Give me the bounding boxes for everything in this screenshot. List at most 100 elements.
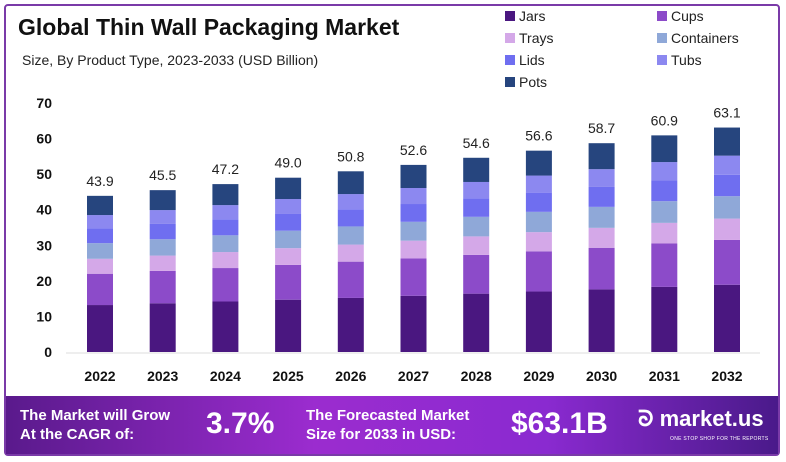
bar-segment-trays — [714, 218, 740, 240]
bar-segment-containers — [400, 221, 427, 241]
cagr-label: The Market will Grow At the CAGR of: — [20, 406, 170, 444]
bar-segment-cups — [651, 243, 678, 287]
legend-item-containers: Containers — [657, 30, 739, 46]
bar-segment-tubs — [337, 194, 364, 210]
bar-segment-cups — [463, 254, 490, 294]
bar-segment-pots — [212, 184, 239, 206]
legend-label: Containers — [671, 30, 739, 46]
bar-segment-trays — [87, 258, 113, 274]
chart-title: Global Thin Wall Packaging Market — [18, 14, 400, 40]
bar-segment-lids — [87, 228, 113, 244]
x-tick-label: 2024 — [210, 368, 241, 384]
bar-segment-trays — [149, 255, 176, 271]
legend-label: Cups — [671, 8, 704, 24]
bar-segment-trays — [212, 252, 239, 269]
forecast-label-line: The Forecasted Market — [306, 407, 470, 424]
bar-segment-pots — [651, 135, 678, 163]
bar-segment-lids — [525, 192, 552, 212]
chart-subtitle: Size, By Product Type, 2023-2033 (USD Bi… — [22, 52, 319, 68]
bar-segment-trays — [275, 248, 302, 265]
y-tick-label: 0 — [44, 344, 52, 360]
bar-segment-containers — [149, 239, 176, 256]
bar-segment-lids — [651, 180, 678, 202]
data-label: 60.9 — [651, 112, 678, 128]
bar-segment-lids — [714, 174, 740, 197]
bar-segment-pots — [275, 177, 302, 200]
x-tick-label: 2023 — [147, 368, 178, 384]
bar-segment-jars — [651, 286, 678, 352]
bar-segment-jars — [149, 303, 176, 352]
bar-segment-containers — [87, 243, 113, 259]
legend-item-pots: Pots — [505, 74, 547, 90]
forecast-label: The Forecasted Market Size for 2033 in US… — [306, 406, 469, 444]
bar-segment-pots — [714, 127, 740, 156]
bar-segment-lids — [149, 223, 176, 240]
bar-segment-cups — [149, 270, 176, 304]
bar-segment-jars — [400, 295, 427, 352]
bar-segment-trays — [400, 240, 427, 259]
bar-segment-pots — [149, 190, 176, 211]
bar-segment-tubs — [651, 162, 678, 181]
bar-segment-jars — [87, 305, 113, 352]
bar-segment-cups — [400, 258, 427, 296]
bar-segment-jars — [714, 284, 740, 352]
x-tick-label: 2029 — [523, 368, 554, 384]
bar-segment-cups — [714, 239, 740, 285]
legend-swatch — [657, 33, 667, 43]
bar-segment-pots — [337, 171, 364, 195]
legend-item-trays: Trays — [505, 30, 553, 46]
legend-label: Tubs — [671, 52, 702, 68]
bar-segment-tubs — [275, 199, 302, 214]
data-label: 58.7 — [588, 120, 615, 136]
y-tick-label: 10 — [36, 308, 52, 324]
x-tick-label: 2025 — [273, 368, 304, 384]
bar-segment-containers — [275, 230, 302, 249]
bar-segment-cups — [275, 264, 302, 300]
y-tick-label: 30 — [36, 237, 52, 253]
bar-segment-jars — [212, 301, 239, 352]
data-label: 54.6 — [463, 135, 490, 151]
x-tick-label: 2027 — [398, 368, 429, 384]
bar-segment-jars — [463, 293, 490, 352]
bar-segment-jars — [525, 291, 552, 352]
bar-segment-jars — [275, 299, 302, 352]
cagr-label-line: The Market will Grow — [20, 407, 171, 424]
bar-segment-lids — [275, 213, 302, 231]
cagr-label-line: At the CAGR of: — [20, 426, 135, 443]
market-us-logo: ᘐ market.us — [638, 406, 764, 432]
bar-segment-containers — [212, 235, 239, 253]
x-tick-label: 2022 — [84, 368, 115, 384]
data-label: 56.6 — [525, 128, 552, 144]
bar-segment-trays — [525, 232, 552, 252]
x-tick-label: 2030 — [586, 368, 617, 384]
bar-segment-jars — [588, 289, 615, 352]
bar-segment-lids — [337, 209, 364, 227]
logo-icon: ᘐ — [638, 406, 660, 431]
bar-segment-tubs — [212, 205, 239, 220]
bar-segment-trays — [588, 227, 615, 248]
y-tick-label: 60 — [36, 131, 52, 147]
forecast-label-line: Size for 2033 in USD: — [306, 426, 457, 443]
legend-label: Lids — [519, 52, 545, 68]
data-label: 45.5 — [149, 167, 176, 183]
bar-segment-pots — [588, 143, 615, 170]
bar-segment-lids — [212, 219, 239, 236]
logo-tagline: ONE STOP SHOP FOR THE REPORTS — [670, 436, 769, 442]
data-label: 47.2 — [212, 161, 239, 177]
legend-label: Jars — [519, 8, 546, 24]
bar-segment-tubs — [588, 169, 615, 187]
y-tick-label: 40 — [36, 202, 52, 218]
x-tick-label: 2028 — [461, 368, 492, 384]
data-label: 43.9 — [86, 173, 113, 189]
bar-segment-tubs — [525, 175, 552, 193]
bar-segment-tubs — [714, 155, 740, 175]
bar-segment-lids — [400, 204, 427, 222]
bar-segment-containers — [337, 226, 364, 245]
data-label: 50.8 — [337, 148, 364, 164]
bar-segment-trays — [337, 244, 364, 262]
bar-segment-pots — [463, 157, 490, 182]
legend-swatch — [505, 77, 515, 87]
x-tick-label: 2031 — [649, 368, 680, 384]
x-tick-label: 2026 — [335, 368, 366, 384]
data-label: 49.0 — [274, 155, 301, 171]
